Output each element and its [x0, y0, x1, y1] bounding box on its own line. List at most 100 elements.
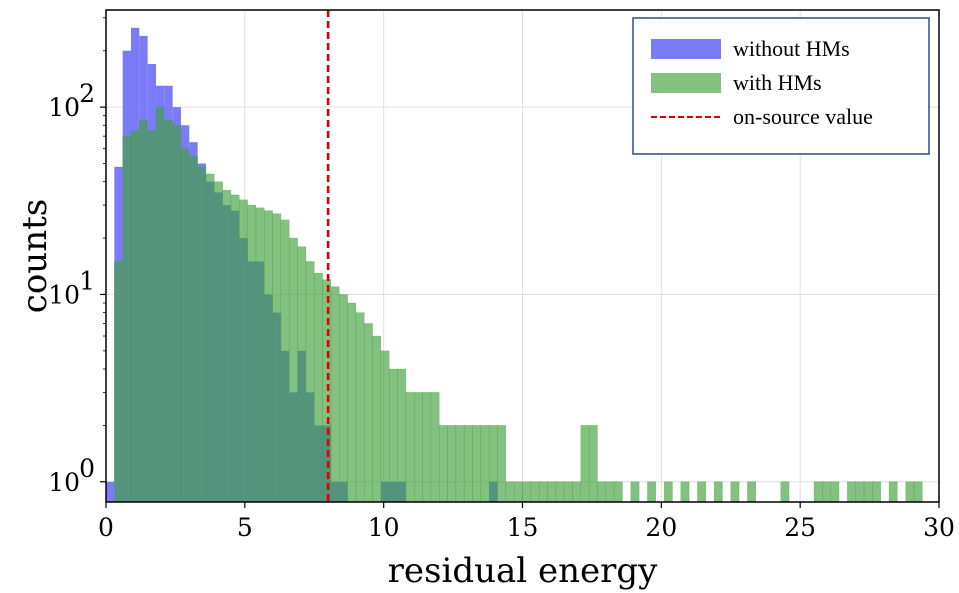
- with-hms-bar: [172, 125, 182, 503]
- legend-swatch: [651, 39, 721, 59]
- with-hms-bar: [155, 106, 165, 503]
- with-hms-bar: [314, 272, 323, 503]
- with-hms-bar: [339, 294, 348, 503]
- with-hms-bar: [547, 481, 557, 503]
- with-hms-bars: [114, 106, 923, 503]
- with-hms-bar: [813, 481, 823, 503]
- with-hms-bar: [180, 148, 190, 503]
- with-hms-bar: [822, 481, 831, 503]
- y-tick-label: 10: [48, 93, 80, 122]
- without-hms-bar: [106, 481, 115, 502]
- x-tick-label: 25: [784, 513, 816, 542]
- legend-label: on-source value: [733, 104, 873, 129]
- y-tick-exponent: 1: [79, 266, 95, 295]
- with-hms-bar: [364, 323, 373, 503]
- with-hms-bar: [430, 392, 440, 503]
- with-hms-bar: [214, 181, 223, 503]
- legend-swatch: [651, 73, 721, 93]
- with-hms-bar: [255, 207, 265, 503]
- with-hms-bar: [855, 481, 865, 503]
- with-hms-bar: [905, 481, 915, 503]
- with-hms-bar: [205, 173, 215, 503]
- with-hms-bar: [197, 166, 207, 503]
- with-hms-bar: [847, 481, 856, 503]
- with-hms-bar: [697, 481, 706, 503]
- y-tick-label: 10: [48, 468, 80, 497]
- y-axis-label: counts: [15, 199, 55, 313]
- with-hms-bar: [597, 481, 606, 503]
- y-tick-exponent: 0: [79, 454, 95, 483]
- with-hms-bar: [422, 392, 432, 503]
- with-hms-bar: [747, 481, 756, 503]
- with-hms-bar: [147, 130, 157, 503]
- with-hms-bar: [289, 237, 298, 503]
- with-hms-bar: [830, 481, 840, 503]
- with-hms-bar: [247, 204, 257, 503]
- with-hms-bar: [322, 279, 332, 503]
- with-hms-bar: [264, 210, 273, 503]
- y-tick-label: 10: [48, 280, 80, 309]
- with-hms-bar: [588, 425, 598, 503]
- with-hms-bar: [730, 481, 740, 503]
- with-hms-bar: [114, 261, 123, 503]
- with-hms-bar: [563, 481, 573, 503]
- with-hms-bar: [888, 481, 898, 503]
- with-hms-bar: [222, 190, 232, 503]
- with-hms-bar: [572, 481, 582, 503]
- x-tick-label: 10: [368, 513, 400, 542]
- with-hms-bar: [613, 481, 623, 503]
- with-hms-bar: [480, 425, 490, 503]
- x-axis-label: residual energy: [388, 551, 658, 591]
- with-hms-bar: [530, 481, 540, 503]
- y-tick-exponent: 2: [79, 79, 95, 108]
- with-hms-bar: [713, 481, 723, 503]
- with-hms-bar: [863, 481, 873, 503]
- with-hms-bar: [297, 246, 307, 503]
- with-hms-bar: [605, 481, 615, 503]
- legend-label: with HMs: [733, 70, 822, 95]
- x-tick-label: 15: [507, 513, 539, 542]
- with-hms-bar: [663, 481, 673, 503]
- legend: without HMs with HMs on-source value: [632, 17, 930, 155]
- with-hms-bar: [380, 350, 390, 503]
- x-tick-label: 30: [923, 513, 955, 542]
- x-tick-label: 5: [237, 513, 253, 542]
- with-hms-bar: [355, 312, 365, 503]
- with-hms-bar: [522, 481, 532, 503]
- with-hms-bar: [488, 425, 498, 503]
- with-hms-bar: [439, 425, 448, 503]
- with-hms-bar: [372, 335, 382, 503]
- with-hms-bar: [389, 368, 398, 503]
- with-hms-bar: [397, 368, 407, 503]
- with-hms-bar: [347, 302, 357, 503]
- with-hms-bar: [405, 392, 415, 503]
- with-hms-bar: [580, 425, 590, 503]
- with-hms-bar: [239, 199, 248, 503]
- with-hms-bar: [455, 425, 465, 503]
- with-hms-bar: [497, 425, 507, 503]
- with-hms-bar: [189, 155, 198, 503]
- with-hms-bar: [122, 135, 132, 503]
- with-hms-bar: [280, 219, 290, 503]
- with-hms-bar: [538, 481, 548, 503]
- with-hms-bar: [139, 120, 148, 503]
- with-hms-bar: [305, 261, 315, 503]
- with-hms-bar: [513, 481, 523, 503]
- with-hms-bar: [472, 425, 482, 503]
- with-hms-bar: [913, 481, 923, 503]
- x-tick-label: 0: [98, 513, 114, 542]
- x-tick-label: 20: [645, 513, 677, 542]
- with-hms-bar: [780, 481, 790, 503]
- with-hms-bar: [505, 481, 515, 503]
- with-hms-bar: [680, 481, 690, 503]
- legend-label: without HMs: [733, 36, 850, 61]
- with-hms-bar: [414, 392, 423, 503]
- with-hms-bar: [872, 481, 881, 503]
- with-hms-bar: [130, 130, 140, 503]
- with-hms-bar: [555, 481, 565, 503]
- with-hms-bar: [272, 213, 282, 503]
- with-hms-bar: [647, 481, 656, 503]
- with-hms-bar: [447, 425, 457, 503]
